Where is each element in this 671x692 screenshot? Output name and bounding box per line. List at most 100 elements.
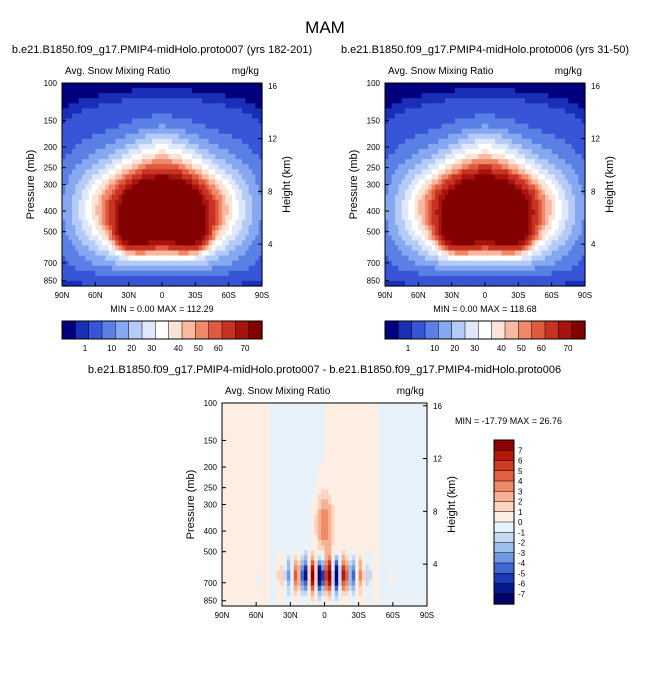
field-cell [195,164,200,170]
field-cell [258,138,263,145]
field-cell [568,204,573,211]
field-cell [108,204,113,211]
field-cell [485,255,489,262]
field-cell [125,138,130,145]
field-cell [495,250,499,257]
field-cell [138,88,143,94]
field-cell [421,108,426,115]
field-cell [98,220,103,226]
field-cell [108,189,113,196]
field-cell [568,209,573,216]
field-cell [521,128,526,135]
field-cell [222,423,227,429]
field-cell [415,250,419,257]
field-cell [185,194,190,201]
field-cell [235,270,240,277]
field-cell [421,199,426,206]
field-cell [135,118,140,125]
field-cell [455,169,459,175]
field-cell [68,225,73,231]
field-cell [558,275,563,282]
field-cell [451,133,456,140]
field-cell [441,159,446,165]
field-cell [198,225,203,231]
field-cell [415,260,419,267]
field-cell [428,194,433,201]
field-cell [155,245,160,252]
field-cell [132,113,136,120]
field-cell [222,159,226,165]
field-cell [545,103,549,109]
field-cell [238,143,243,150]
field-cell [222,143,226,150]
field-cell [541,220,546,226]
field-cell [75,275,80,282]
field-cell [415,88,419,94]
field-cell [185,138,190,145]
field-cell [465,128,469,135]
field-cell [168,98,173,104]
field-cell [242,164,246,170]
field-cell [115,230,120,236]
colorbar-label: 70 [564,344,573,353]
field-cell [178,164,183,170]
field-cell [165,159,170,165]
field-cell [558,98,563,104]
field-cell [88,235,93,241]
field-cell [82,98,86,104]
field-cell [105,138,110,145]
field-cell [242,204,246,211]
field-cell [525,255,529,262]
field-cell [115,250,120,257]
field-cell [551,270,556,277]
field-cell [198,128,203,135]
field-cell [218,214,223,221]
field-cell [85,260,90,267]
field-cell [242,275,246,282]
field-cell [158,128,163,135]
field-cell [198,184,203,191]
field-cell [205,275,210,282]
field-cell [105,184,110,191]
field-cell [178,199,183,206]
field-cell [95,255,100,262]
field-cell [485,209,489,216]
field-cell [92,214,96,221]
field-cell [125,265,130,272]
field-cell [435,164,439,170]
field-cell [95,123,100,130]
field-cell [112,280,116,287]
field-cell [398,214,403,221]
field-cell [65,174,70,181]
field-cell [515,199,519,206]
field-cell [172,148,176,155]
field-cell [112,225,116,231]
field-cell [391,220,396,226]
field-cell [202,189,206,196]
field-cell [72,118,76,125]
field-cell [525,88,529,94]
field-cell [535,83,539,89]
field-cell [465,98,469,104]
field-cell [85,225,90,231]
field-cell [68,169,73,175]
field-cell [521,240,526,246]
field-cell [555,123,559,130]
field-cell [511,240,516,246]
field-cell [202,275,206,282]
field-cell [82,280,86,287]
field-cell [152,143,156,150]
field-cell [438,245,443,252]
y-axis-label: Pressure (mb) [348,150,360,220]
field-cell [571,235,576,241]
field-cell [98,103,103,109]
field-cell [418,123,423,130]
field-cell [65,230,70,236]
field-cell [75,128,80,135]
field-cell [92,113,96,120]
field-cell [65,143,70,150]
field-cell [391,138,396,145]
field-cell [581,174,586,181]
field-cell [518,245,523,252]
field-cell [175,199,180,206]
